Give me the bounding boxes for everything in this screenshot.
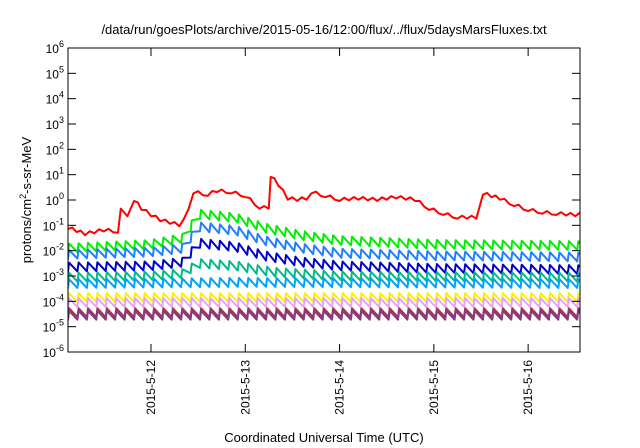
- y-tick-label: 10-3: [43, 267, 64, 284]
- y-tick-label: 10-2: [43, 242, 64, 259]
- series-line-9: [68, 307, 580, 319]
- y-tick-label: 10-5: [43, 318, 64, 335]
- y-tick-label: 104: [46, 90, 64, 107]
- svg-text:protons/cm2-s-sr-MeV: protons/cm2-s-sr-MeV: [18, 136, 34, 263]
- series-line-5: [68, 258, 580, 283]
- y-axis-label-base: protons/cm: [19, 199, 34, 263]
- series-line-4: [68, 237, 580, 276]
- y-tick-label: 106: [46, 39, 64, 56]
- x-tick-label: 2015-5-13: [238, 360, 252, 415]
- y-axis-label-rest: -s-sr-MeV: [19, 136, 34, 193]
- series-line-10: [68, 309, 580, 321]
- y-tick-label: 100: [46, 191, 64, 208]
- y-tick-label: 10-1: [43, 216, 64, 233]
- y-tick-label: 10-4: [43, 292, 64, 309]
- plot-series: [68, 175, 580, 321]
- x-axis-label: Coordinated Universal Time (UTC): [224, 430, 423, 445]
- x-ticks: 2015-5-12 2015-5-13 2015-5-14 2015-5-15 2015…: [144, 48, 535, 415]
- x-tick-label: 2015-5-12: [144, 360, 158, 415]
- series-line-1: [68, 175, 580, 237]
- series-line-7: [68, 292, 580, 303]
- x-tick-label: 2015-5-16: [521, 360, 535, 415]
- series-line-2: [68, 208, 580, 254]
- y-tick-label: 10-6: [43, 343, 64, 360]
- y-tick-label: 101: [46, 166, 64, 183]
- y-ticks: 10-6 10-5 10-4 10-3 10-2 10-1 100 101 102 103 104 1…: [43, 39, 580, 360]
- series-line-8: [68, 297, 580, 308]
- chart-title: /data/run/goesPlots/archive/2015-05-16/1…: [101, 22, 547, 37]
- y-axis-label: protons/cm2-s-sr-MeV: [18, 136, 34, 263]
- y-tick-label: 103: [46, 115, 64, 132]
- series-line-3: [68, 221, 580, 263]
- y-tick-label: 102: [46, 140, 64, 157]
- y-tick-label: 105: [46, 64, 64, 81]
- x-tick-label: 2015-5-14: [333, 360, 347, 415]
- series-line-6: [68, 276, 580, 289]
- y-axis-label-sup: 2: [18, 194, 28, 199]
- x-tick-label: 2015-5-15: [427, 360, 441, 415]
